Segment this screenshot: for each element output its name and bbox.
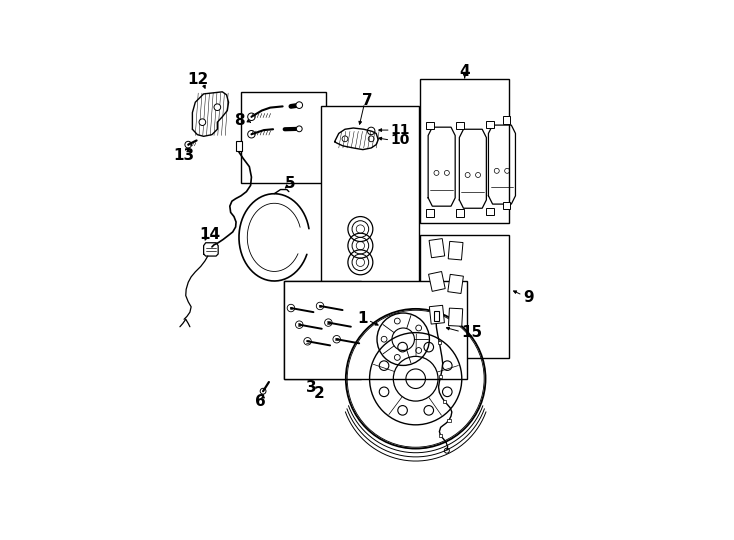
Text: 5: 5 <box>285 176 295 191</box>
Text: 4: 4 <box>459 64 470 79</box>
Bar <box>426 209 434 217</box>
Text: 3: 3 <box>306 380 317 395</box>
Bar <box>437 341 441 344</box>
FancyBboxPatch shape <box>448 241 463 260</box>
FancyBboxPatch shape <box>429 272 446 292</box>
Bar <box>439 375 443 378</box>
Text: 13: 13 <box>173 147 195 163</box>
Text: 8: 8 <box>235 113 245 129</box>
Bar <box>443 400 446 403</box>
Bar <box>420 79 509 223</box>
Bar <box>435 312 440 321</box>
Text: 2: 2 <box>313 386 324 401</box>
Bar <box>284 281 467 379</box>
Bar <box>447 419 451 422</box>
Circle shape <box>297 126 302 132</box>
Bar <box>236 141 242 151</box>
Bar <box>321 106 419 285</box>
Bar <box>241 92 327 183</box>
Circle shape <box>199 119 206 125</box>
Text: 10: 10 <box>390 133 410 147</box>
FancyBboxPatch shape <box>429 239 445 258</box>
Bar <box>457 209 464 217</box>
FancyBboxPatch shape <box>429 305 444 324</box>
Bar <box>426 122 434 129</box>
Text: 14: 14 <box>200 227 220 242</box>
Bar <box>503 202 510 210</box>
Text: 11: 11 <box>390 123 410 137</box>
Bar <box>503 116 510 124</box>
Bar <box>457 122 464 129</box>
Bar <box>284 281 361 379</box>
FancyBboxPatch shape <box>448 308 462 326</box>
Bar <box>439 435 443 437</box>
Text: 7: 7 <box>362 93 373 107</box>
Circle shape <box>296 102 302 109</box>
FancyBboxPatch shape <box>448 274 463 294</box>
Text: 9: 9 <box>523 290 534 305</box>
Text: 1: 1 <box>357 311 368 326</box>
Text: 12: 12 <box>188 72 209 87</box>
Bar <box>487 208 494 215</box>
Bar <box>420 235 509 358</box>
Text: 15: 15 <box>462 326 482 341</box>
Circle shape <box>214 104 221 111</box>
Text: 6: 6 <box>255 394 266 409</box>
Bar <box>487 120 494 128</box>
